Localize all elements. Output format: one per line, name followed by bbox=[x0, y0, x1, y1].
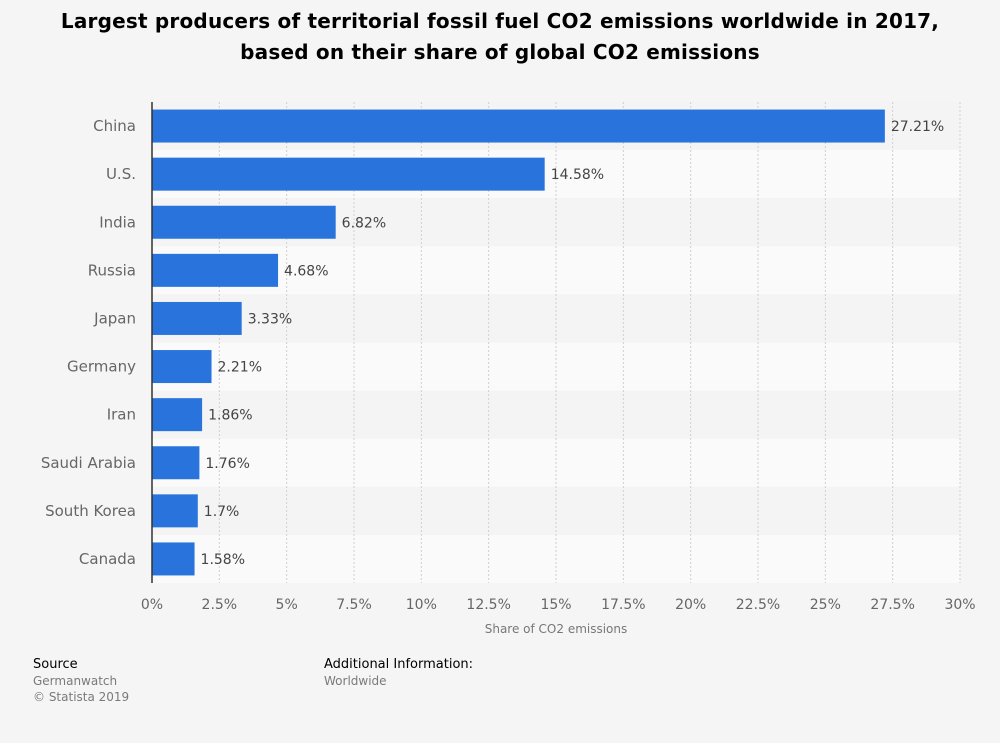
category-label: Germany bbox=[67, 358, 136, 376]
x-tick-label: 17.5% bbox=[601, 597, 645, 613]
x-tick-labels: 0% 2.5% 5% 7.5% 10% 12.5% 15% 17.5% 20% 22.5% 25% 2… bbox=[141, 597, 976, 613]
bar bbox=[152, 446, 200, 480]
additional-info-line-1: Worldwide bbox=[324, 674, 387, 688]
bar bbox=[152, 301, 242, 335]
bar bbox=[152, 205, 336, 239]
additional-info-heading: Additional Information: bbox=[324, 657, 474, 672]
bar bbox=[152, 350, 212, 384]
bar bbox=[152, 109, 885, 143]
category-label: India bbox=[99, 213, 136, 231]
value-label: 1.58% bbox=[201, 552, 245, 568]
value-label: 3.33% bbox=[248, 311, 292, 327]
value-label: 1.7% bbox=[204, 504, 240, 520]
x-tick-label: 7.5% bbox=[336, 597, 372, 613]
x-tick-label: 20% bbox=[675, 597, 706, 613]
category-label: South Korea bbox=[45, 502, 136, 520]
value-label: 1.76% bbox=[205, 456, 249, 472]
x-tick-label: 0% bbox=[141, 597, 163, 613]
chart-title: Largest producers of territorial fossil … bbox=[60, 9, 940, 64]
x-tick-label: 25% bbox=[810, 597, 841, 613]
grid-lines bbox=[218, 102, 961, 583]
x-tick-label: 22.5% bbox=[736, 597, 780, 613]
source-block: Source Germanwatch © Statista 2019 bbox=[33, 657, 129, 705]
value-label: 1.86% bbox=[208, 408, 252, 424]
x-tick-label: 27.5% bbox=[870, 597, 914, 613]
x-tick-label: 15% bbox=[540, 597, 571, 613]
value-label: 27.21% bbox=[891, 119, 944, 135]
source-heading: Source bbox=[33, 657, 78, 672]
x-tick-label: 5% bbox=[276, 597, 298, 613]
value-label: 6.82% bbox=[342, 215, 386, 231]
source-line-1: Germanwatch bbox=[33, 674, 118, 688]
value-label: 2.21% bbox=[218, 360, 262, 376]
bar bbox=[152, 398, 203, 432]
category-label: Russia bbox=[88, 261, 136, 279]
x-tick-label: 30% bbox=[944, 597, 975, 613]
x-tick-label: 12.5% bbox=[466, 597, 510, 613]
bar bbox=[152, 494, 198, 528]
x-tick-label: 10% bbox=[406, 597, 437, 613]
bars bbox=[152, 109, 885, 576]
additional-info-block: Additional Information: Worldwide bbox=[324, 657, 473, 689]
bar bbox=[152, 542, 195, 576]
category-label: Canada bbox=[79, 550, 136, 568]
x-axis-label: Share of CO2 emissions bbox=[485, 622, 628, 636]
value-labels: 27.21% 14.58% 6.82% 4.68% 3.33% 2.21% 1.86% 1.7… bbox=[201, 119, 945, 568]
value-label: 4.68% bbox=[284, 263, 328, 279]
category-label: U.S. bbox=[106, 165, 136, 183]
bar bbox=[152, 253, 279, 287]
source-line-2: © Statista 2019 bbox=[33, 690, 130, 704]
x-tick-label: 2.5% bbox=[202, 597, 238, 613]
bar bbox=[152, 157, 545, 191]
category-label: Iran bbox=[107, 406, 136, 424]
category-labels: China U.S. India Russia Japan Germany Iran Saud… bbox=[41, 117, 136, 568]
category-label: Saudi Arabia bbox=[41, 454, 136, 472]
category-label: Japan bbox=[93, 309, 136, 327]
category-label: China bbox=[93, 117, 136, 135]
value-label: 14.58% bbox=[551, 167, 604, 183]
